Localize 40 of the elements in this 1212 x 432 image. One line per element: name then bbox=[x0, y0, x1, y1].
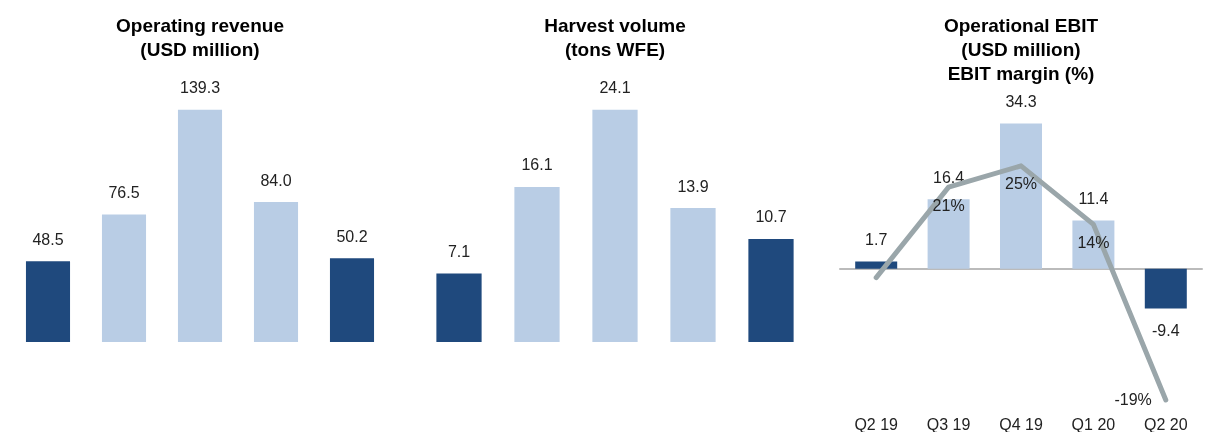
data-label: 16.4 bbox=[933, 168, 965, 186]
data-label: 13.9 bbox=[677, 177, 709, 195]
data-label: 24.1 bbox=[599, 79, 631, 97]
bar bbox=[748, 238, 794, 342]
x-tick-label: Q2 20 bbox=[1144, 415, 1188, 432]
data-label: 84.0 bbox=[260, 171, 292, 189]
bar bbox=[329, 258, 375, 342]
data-label: 48.5 bbox=[32, 230, 64, 248]
bar bbox=[436, 273, 482, 342]
bar bbox=[927, 199, 970, 269]
x-tick-label: Q1 20 bbox=[1071, 415, 1116, 432]
x-tick-label: Q3 19 bbox=[926, 415, 971, 432]
data-label: -9.4 bbox=[1152, 321, 1180, 339]
data-label: -19% bbox=[1114, 391, 1152, 409]
chart-title: Operational EBIT (USD million) EBIT margin (%) bbox=[943, 14, 1099, 84]
data-label: 76.5 bbox=[108, 184, 140, 202]
data-label: 139.3 bbox=[179, 79, 221, 97]
bar bbox=[670, 208, 716, 342]
data-label: 7.1 bbox=[447, 243, 471, 261]
bar bbox=[177, 109, 223, 342]
bar bbox=[514, 186, 560, 342]
data-label: 14% bbox=[1077, 233, 1110, 251]
data-label: 21% bbox=[932, 196, 965, 214]
chart-title: Harvest volume (tons WFE) bbox=[544, 14, 686, 60]
bar bbox=[25, 261, 71, 342]
bar bbox=[253, 202, 299, 342]
bar bbox=[101, 214, 147, 342]
data-label: 11.4 bbox=[1078, 189, 1109, 207]
data-label: 10.7 bbox=[755, 208, 787, 226]
bar bbox=[1000, 123, 1042, 269]
data-label: 50.2 bbox=[336, 227, 368, 245]
chart-title: Operating revenue (USD million) bbox=[116, 14, 284, 60]
x-tick-label: Q2 19 bbox=[854, 415, 899, 432]
data-label: 16.1 bbox=[521, 156, 553, 174]
x-tick-label: Q4 19 bbox=[999, 415, 1043, 432]
data-label: 25% bbox=[1004, 175, 1038, 193]
bar bbox=[592, 109, 638, 342]
data-label: 1.7 bbox=[865, 230, 888, 248]
bar bbox=[1144, 268, 1187, 309]
data-label: 34.3 bbox=[1005, 92, 1037, 110]
